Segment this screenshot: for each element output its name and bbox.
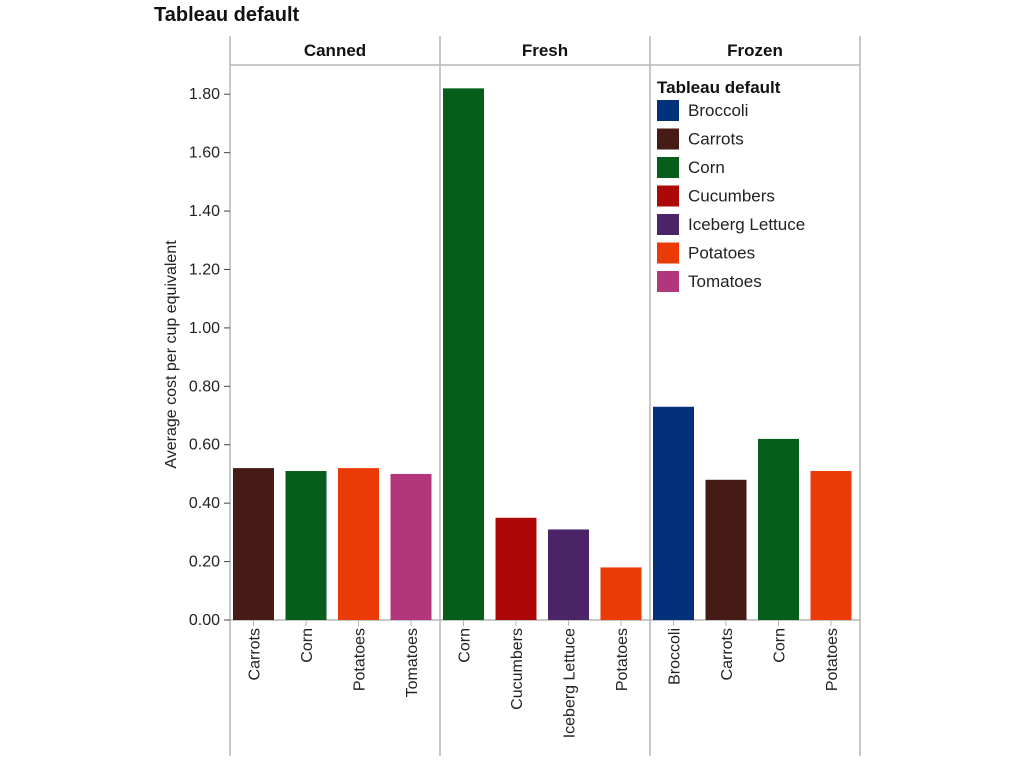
legend-label: Iceberg Lettuce bbox=[688, 215, 805, 234]
y-tick-label: 1.80 bbox=[189, 86, 220, 103]
panel-label: Frozen bbox=[727, 41, 783, 60]
legend-label: Tomatoes bbox=[688, 272, 762, 291]
legend-item: Iceberg Lettuce bbox=[657, 214, 805, 235]
legend: Tableau default Broccoli Carrots Corn Cucumb… bbox=[657, 78, 805, 292]
legend-item: Carrots bbox=[657, 128, 744, 150]
y-tick-label: 0.00 bbox=[189, 612, 220, 629]
y-tick-label: 0.40 bbox=[189, 495, 220, 512]
legend-item: Tomatoes bbox=[657, 271, 762, 292]
category-label: Cucumbers bbox=[509, 628, 526, 710]
legend-item: Cucumbers bbox=[657, 185, 775, 207]
legend-swatch bbox=[657, 157, 679, 178]
legend-label: Corn bbox=[688, 158, 725, 177]
y-tick-label: 1.00 bbox=[189, 320, 220, 337]
category-label: Tomatoes bbox=[404, 628, 421, 697]
panel-label: Canned bbox=[304, 41, 366, 60]
category-label: Corn bbox=[299, 628, 316, 663]
legend-item: Corn bbox=[657, 157, 725, 178]
category-label: Corn bbox=[772, 628, 789, 663]
chart-frame bbox=[229, 36, 861, 756]
legend-swatch bbox=[657, 271, 679, 292]
category-label: Iceberg Lettuce bbox=[562, 628, 579, 738]
y-axis-title: Average cost per cup equivalent bbox=[163, 240, 180, 469]
legend-item: Potatoes bbox=[657, 242, 755, 264]
panel-canned: Canned Carrots Corn Potatoes Tomatoes bbox=[233, 41, 432, 697]
category-label: Carrots bbox=[247, 628, 264, 680]
y-tick-label: 0.60 bbox=[189, 437, 220, 454]
category-label: Corn bbox=[457, 628, 474, 663]
y-tick-label: 0.80 bbox=[189, 378, 220, 395]
category-label: Potatoes bbox=[352, 628, 369, 691]
bar bbox=[758, 438, 799, 620]
legend-swatch bbox=[657, 128, 679, 150]
panel-label: Fresh bbox=[522, 41, 568, 60]
bar bbox=[653, 406, 694, 620]
legend-title: Tableau default bbox=[657, 78, 781, 97]
legend-label: Broccoli bbox=[688, 101, 748, 120]
bar bbox=[338, 468, 379, 620]
panels: Canned Carrots Corn Potatoes Tomatoes Fresh Co… bbox=[233, 41, 852, 738]
legend-swatch bbox=[657, 242, 679, 264]
bar bbox=[233, 468, 274, 620]
bar bbox=[495, 517, 537, 620]
category-label: Potatoes bbox=[614, 628, 631, 691]
legend-swatch bbox=[657, 100, 679, 121]
chart-title: Tableau default bbox=[154, 4, 300, 26]
y-tick-label: 0.20 bbox=[189, 554, 220, 571]
bar bbox=[390, 473, 432, 620]
legend-item: Broccoli bbox=[657, 100, 748, 121]
y-axis: 0.00 0.20 0.40 0.60 0.80 1.00 1.20 1.40 1.60 1.80… bbox=[163, 86, 230, 629]
category-label: Broccoli bbox=[667, 628, 684, 685]
y-tick-label: 1.60 bbox=[189, 145, 220, 162]
y-tick-label: 1.40 bbox=[189, 203, 220, 220]
legend-label: Potatoes bbox=[688, 244, 755, 263]
legend-label: Cucumbers bbox=[688, 187, 775, 206]
panel-fresh: Fresh Corn Cucumbers Iceberg Lettuce Potatoe… bbox=[443, 41, 642, 738]
legend-label: Carrots bbox=[688, 130, 744, 149]
bar bbox=[443, 88, 484, 621]
legend-swatch bbox=[657, 214, 679, 235]
y-tick-label: 1.20 bbox=[189, 261, 220, 278]
bar bbox=[705, 479, 747, 620]
bar bbox=[810, 471, 852, 620]
category-label: Carrots bbox=[719, 628, 736, 680]
bar bbox=[548, 529, 589, 620]
bar bbox=[285, 471, 327, 620]
category-label: Potatoes bbox=[824, 628, 841, 691]
legend-swatch bbox=[657, 185, 679, 207]
panel-frozen: Frozen Broccoli Carrots Corn Potatoes bbox=[653, 41, 852, 691]
bar bbox=[600, 567, 642, 620]
